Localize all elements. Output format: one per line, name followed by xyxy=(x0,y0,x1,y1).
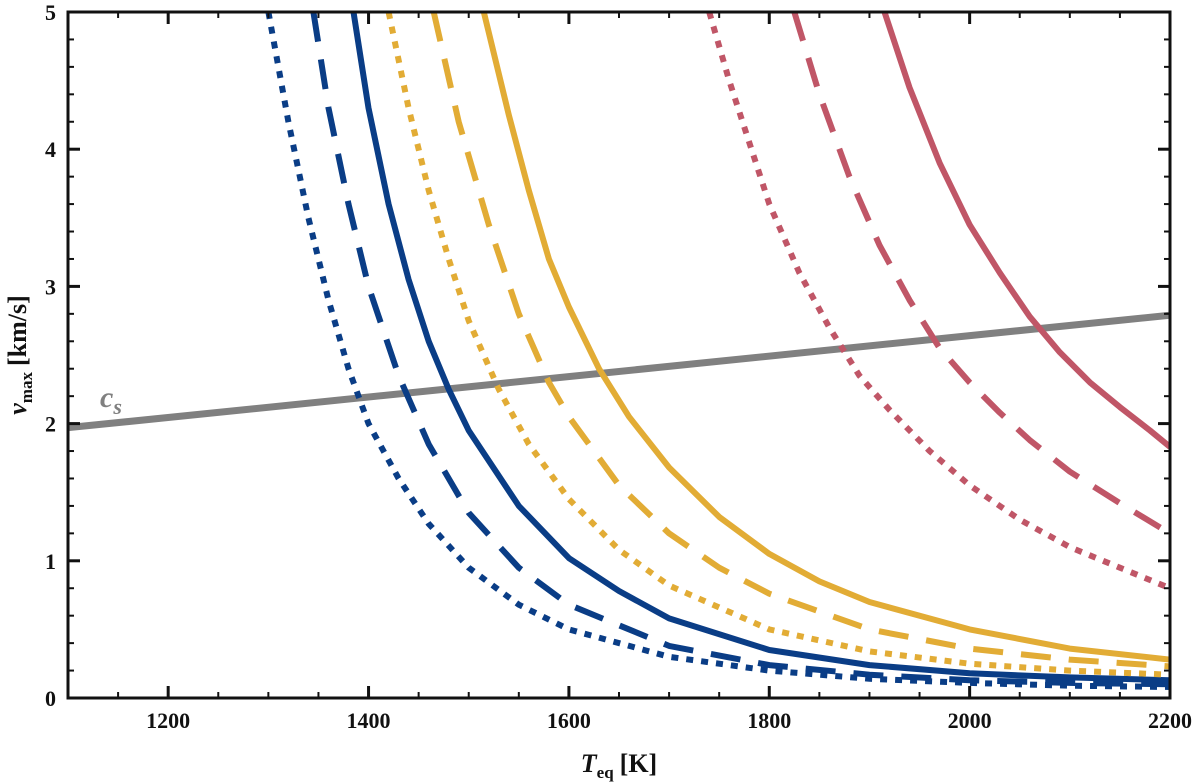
x-axis-title-main: T xyxy=(581,749,598,778)
y-axis-title-main: v xyxy=(3,403,32,415)
series-yellow-dashed xyxy=(430,12,1170,670)
series-yellow-solid xyxy=(480,12,1170,663)
annotation-cs: cs xyxy=(100,381,122,419)
y-axis-title-unit: [km/s] xyxy=(3,295,32,366)
y-tick-label: 1 xyxy=(45,549,56,574)
series-blue-solid xyxy=(350,12,1170,684)
x-tick-label: 1200 xyxy=(146,708,190,733)
y-axis-title: vmax [km/s] xyxy=(3,295,36,415)
series-layer xyxy=(68,12,1170,690)
x-tick-label: 2200 xyxy=(1148,708,1192,733)
y-axis-title-sub: max xyxy=(17,372,36,404)
series-blue-dashed xyxy=(310,12,1170,688)
x-axis-title-sub: eq xyxy=(597,763,615,782)
y-tick-label: 4 xyxy=(45,137,56,162)
plot-frame xyxy=(66,10,1172,700)
series-yellow-dotted xyxy=(385,12,1170,678)
series-blue-dotted xyxy=(265,12,1170,690)
y-tick-label: 2 xyxy=(45,412,56,437)
annotation-cs-main: c xyxy=(100,381,113,414)
series-red-dotted xyxy=(706,12,1170,591)
y-tick-label: 0 xyxy=(45,686,56,711)
annotation-cs-sub: s xyxy=(112,394,122,419)
ticks-layer: 1200 1400 1600 1800 2000 2200 0 1 2 3 4 5 xyxy=(45,0,1192,733)
x-axis-title-unit: [K] xyxy=(620,749,658,778)
series-red-dashed xyxy=(791,12,1170,536)
x-tick-label: 1400 xyxy=(347,708,391,733)
x-axis-title: Teq [K] xyxy=(581,749,657,782)
y-tick-label: 3 xyxy=(45,274,56,299)
y-tick-label: 5 xyxy=(45,0,56,25)
x-tick-label: 1600 xyxy=(547,708,591,733)
x-tick-label: 2000 xyxy=(948,708,992,733)
series-sound-speed xyxy=(68,311,1170,432)
x-tick-label: 1800 xyxy=(747,708,791,733)
series-red-solid xyxy=(881,12,1170,450)
